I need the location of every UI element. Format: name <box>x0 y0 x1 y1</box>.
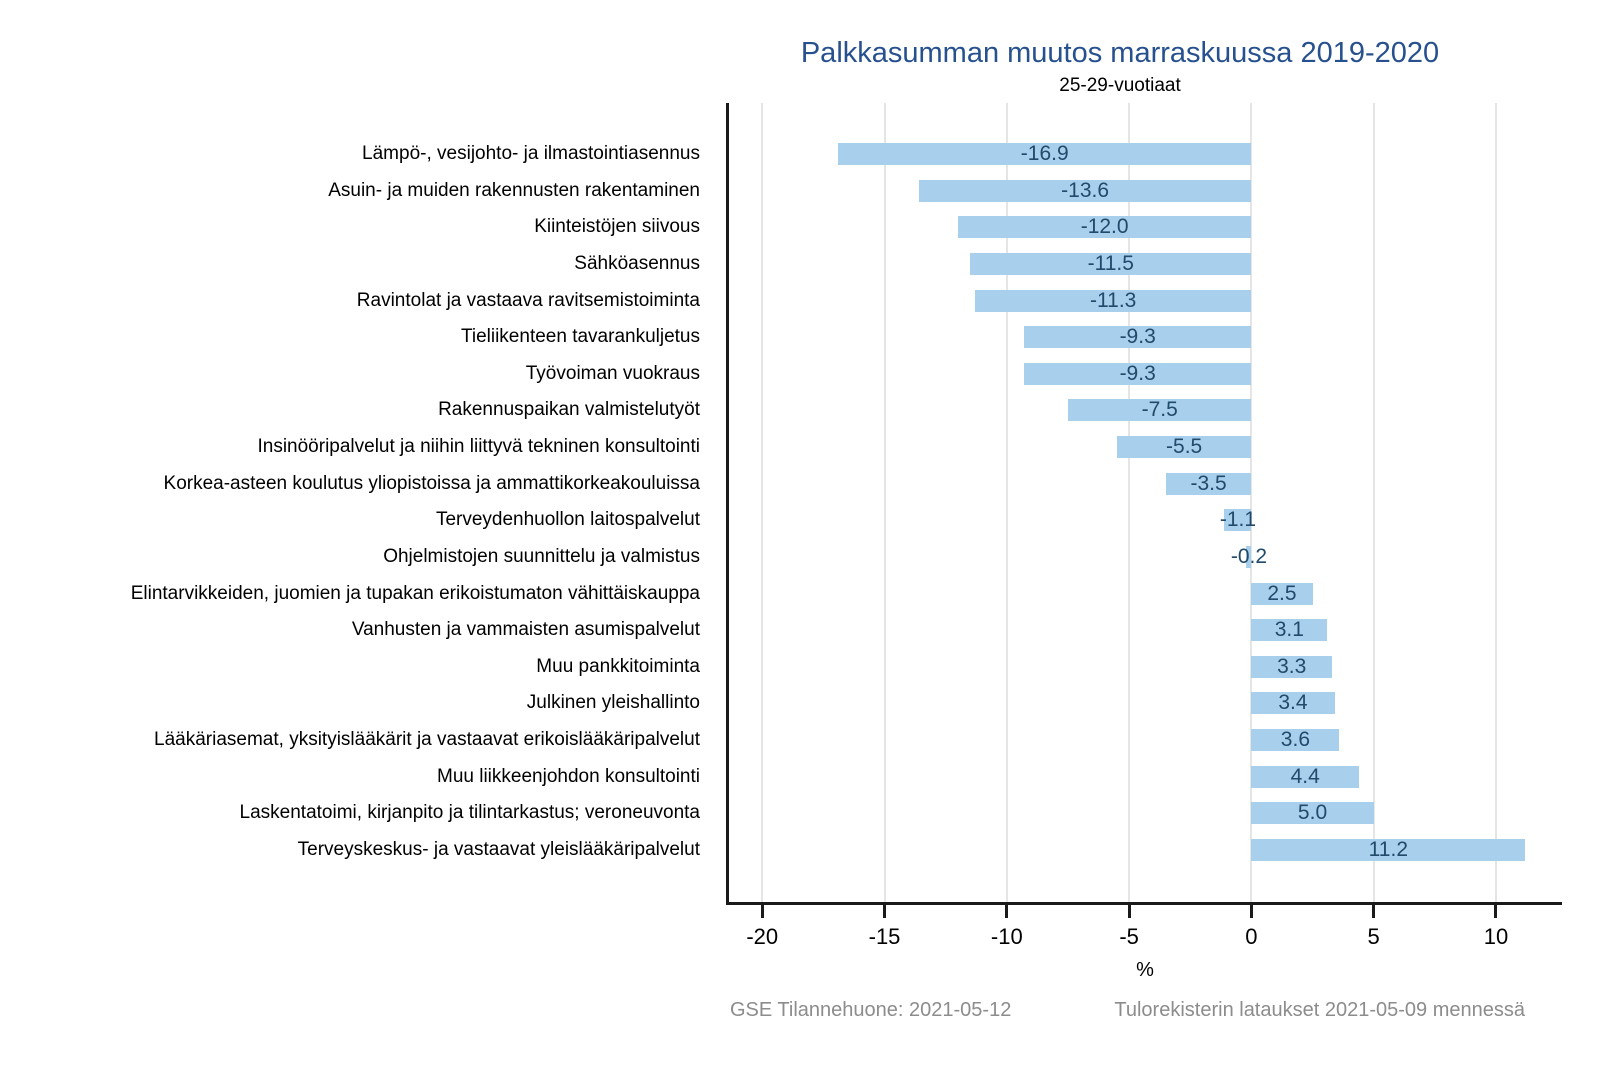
bar <box>1251 729 1340 752</box>
category-label: Vanhusten ja vammaisten asumispalvelut <box>351 619 700 641</box>
x-axis-title: % <box>1136 959 1154 981</box>
bar-value-label: -13.6 <box>1061 178 1110 202</box>
bar-value-label: 5.0 <box>1297 801 1328 825</box>
x-axis-tick <box>760 902 764 918</box>
x-axis-tick-label: 5 <box>1367 924 1380 949</box>
x-axis-line <box>726 902 1562 905</box>
x-axis-tick-label: -20 <box>746 924 779 949</box>
bar-value-label: -9.3 <box>1119 361 1156 385</box>
category-label: Insinööripalvelut ja niihin liittyvä tek… <box>257 436 700 458</box>
bar <box>1023 362 1252 385</box>
bar <box>1251 619 1328 642</box>
bar-value-label: 4.4 <box>1290 764 1320 788</box>
category-label: Laskentatoimi, kirjanpito ja tilintarkas… <box>239 802 700 824</box>
x-axis-tick <box>1127 902 1131 918</box>
category-label: Elintarvikkeiden, juomien ja tupakan eri… <box>130 582 700 604</box>
x-axis-tick-label: -5 <box>1119 924 1139 949</box>
category-label: Korkea-asteen koulutus yliopistoissa ja … <box>163 472 700 494</box>
bar-value-label: -1.1 <box>1219 508 1257 532</box>
bar-value-label: -16.9 <box>1020 142 1069 165</box>
gridline <box>1128 103 1131 902</box>
bar <box>975 289 1252 312</box>
bar <box>918 179 1252 202</box>
category-label: Muu liikkeenjohdon konsultointi <box>437 765 700 787</box>
gridline <box>1250 103 1253 902</box>
bar-value-label: 2.5 <box>1267 581 1297 605</box>
bar <box>1251 692 1335 715</box>
category-label: Terveydenhuollon laitospalvelut <box>435 509 700 531</box>
gridline <box>883 103 886 902</box>
bar <box>1067 399 1252 422</box>
category-label: Sähköasennus <box>574 252 700 274</box>
bar-value-label: -5.5 <box>1166 435 1203 459</box>
category-label: Asuin- ja muiden rakennusten rakentamine… <box>328 179 700 201</box>
footer-source-right: Tulorekisterin lataukset 2021-05-09 menn… <box>1114 999 1525 1021</box>
x-axis-tick <box>1005 902 1009 918</box>
category-label: Terveyskeskus- ja vastaavat yleislääkäri… <box>297 839 700 860</box>
bar <box>970 252 1252 275</box>
gridline <box>761 103 764 902</box>
footer-source-left: GSE Tilannehuone: 2021-05-12 <box>730 999 1012 1021</box>
category-label: Kiinteistöjen siivous <box>534 216 700 238</box>
x-axis-tick <box>1249 902 1253 918</box>
category-label: Ravintolat ja vastaava ravitsemistoimint… <box>356 289 700 311</box>
category-label: Julkinen yleishallinto <box>526 692 700 714</box>
bar <box>1251 802 1374 825</box>
bar <box>1165 472 1252 495</box>
x-axis-tick <box>1494 902 1498 918</box>
bar <box>1251 582 1313 605</box>
bar-value-label: 3.4 <box>1278 691 1308 715</box>
category-label: Muu pankkitoiminta <box>536 655 700 677</box>
gridline <box>1005 103 1008 902</box>
chart-title: Palkkasumman muutos marraskuussa 2019-20… <box>800 37 1440 69</box>
category-label: Lääkäriasemat, yksityislääkärit ja vasta… <box>154 729 700 751</box>
bar-value-label: 3.3 <box>1277 654 1307 678</box>
x-axis-tick <box>883 902 887 918</box>
bar-value-label: 3.6 <box>1280 728 1311 752</box>
category-label: Lämpö-, vesijohto- ja ilmastointiasennus <box>362 143 700 164</box>
y-axis-line <box>726 103 729 905</box>
chart-subtitle: 25-29-vuotiaat <box>1059 75 1181 96</box>
bar <box>1251 839 1526 861</box>
bar <box>1116 436 1252 459</box>
bar-value-label: -12.0 <box>1080 215 1129 239</box>
x-axis-tick-label: -10 <box>990 924 1023 949</box>
gridline <box>1494 103 1497 902</box>
bar <box>1023 326 1252 349</box>
gridline <box>1372 103 1375 902</box>
bar-value-label: 11.2 <box>1368 838 1409 861</box>
x-axis-tick <box>1372 902 1376 918</box>
bar <box>1251 765 1359 788</box>
category-label: Tieliikenteen tavarankuljetus <box>460 326 700 348</box>
x-axis-tick-label: 10 <box>1483 924 1509 949</box>
category-label: Rakennuspaikan valmistelutyöt <box>438 399 700 421</box>
bar-value-label: -11.3 <box>1090 288 1137 312</box>
bar <box>1251 655 1333 678</box>
bar <box>957 216 1252 239</box>
bar <box>1246 545 1252 568</box>
x-axis-tick-label: 0 <box>1245 924 1258 949</box>
bar-value-label: -3.5 <box>1190 471 1227 495</box>
bar-value-label: 3.1 <box>1274 618 1304 642</box>
bar-value-label: -0.2 <box>1230 544 1268 568</box>
bar <box>1224 509 1252 532</box>
bar-value-label: -7.5 <box>1141 398 1178 422</box>
category-label: Työvoiman vuokraus <box>525 362 700 384</box>
bar-value-label: -9.3 <box>1119 325 1156 349</box>
bar-value-label: -11.5 <box>1087 251 1134 275</box>
category-label: Ohjelmistojen suunnittelu ja valmistus <box>383 545 700 567</box>
bar <box>838 143 1252 165</box>
x-axis-tick-label: -15 <box>868 924 901 949</box>
